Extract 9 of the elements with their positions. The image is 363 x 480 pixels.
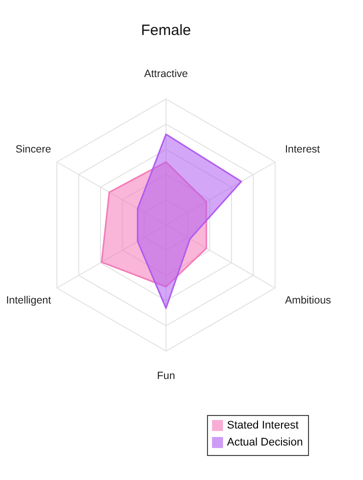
chart-title: Female bbox=[140, 22, 192, 39]
spoke-label: Fun bbox=[156, 370, 176, 382]
spoke-label: Sincere bbox=[15, 143, 52, 156]
spoke-label: Ambitious bbox=[284, 294, 332, 307]
spoke-label: Attractive bbox=[144, 68, 188, 80]
legend-label: Actual Decision bbox=[227, 436, 303, 448]
spoke-label: Intelligent bbox=[6, 294, 52, 307]
spoke-label: Interest bbox=[284, 143, 320, 156]
legend-label: Stated Interest bbox=[227, 420, 299, 432]
